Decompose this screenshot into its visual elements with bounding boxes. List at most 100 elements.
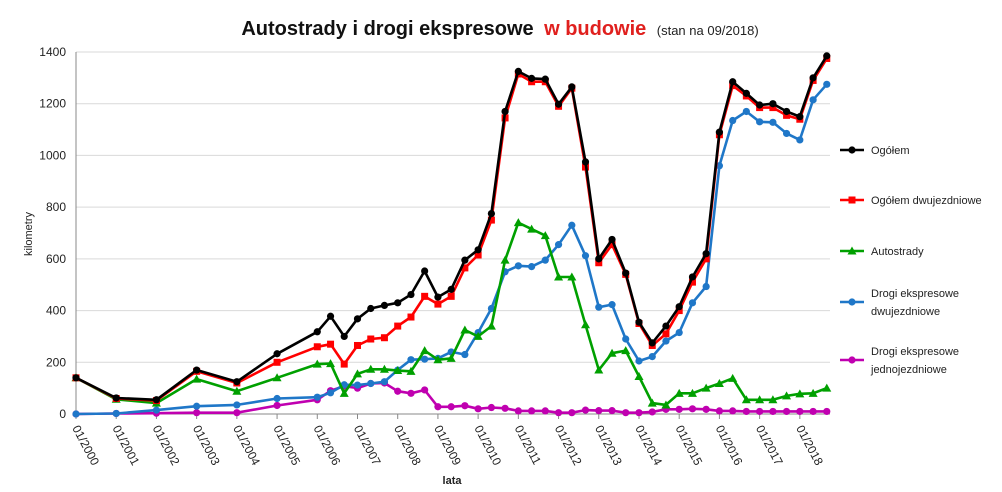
data-point (528, 407, 536, 415)
data-point (313, 393, 321, 401)
data-point (152, 396, 161, 404)
data-point (823, 80, 831, 88)
data-point (742, 89, 750, 97)
data-point (635, 318, 643, 326)
data-point (421, 386, 429, 394)
data-point (675, 405, 683, 413)
data-point (541, 75, 549, 83)
data-point (313, 328, 321, 336)
x-tick-label: 01/2015 (673, 423, 706, 468)
data-point (273, 358, 281, 366)
data-point (567, 272, 577, 281)
data-point (595, 255, 603, 263)
series-line (75, 55, 828, 402)
data-point (809, 407, 817, 416)
legend-item: Drogi ekspresowe jednojezdniowe (840, 346, 959, 376)
y-tick-label: 1400 (39, 45, 66, 59)
data-point (487, 210, 496, 218)
x-tick-label: 01/2002 (150, 423, 183, 468)
legend-swatch-marker (848, 298, 856, 306)
data-point (421, 292, 429, 300)
x-tick-label: 01/2000 (69, 423, 102, 468)
data-point (688, 299, 697, 307)
x-tick-label: 01/2017 (753, 423, 786, 468)
data-point (568, 409, 576, 417)
data-point (568, 83, 576, 91)
data-point (728, 373, 738, 382)
y-tick-label: 1000 (39, 148, 66, 162)
data-point (367, 379, 375, 388)
data-point (394, 387, 402, 395)
data-point (272, 373, 282, 382)
data-point (635, 357, 643, 365)
legend-item: Autostrady (840, 246, 924, 258)
data-point (554, 241, 563, 249)
data-point (608, 235, 616, 244)
chart-title-accent: w budowie (543, 18, 646, 40)
data-point (447, 292, 455, 300)
x-tick-label: 01/2013 (592, 423, 625, 468)
data-point (421, 355, 429, 363)
data-point (501, 404, 509, 412)
data-point (461, 264, 469, 272)
data-point (662, 330, 670, 338)
data-point (233, 378, 241, 386)
data-point (72, 410, 80, 418)
data-point (340, 332, 348, 341)
data-point (353, 315, 362, 323)
data-point (608, 407, 616, 415)
data-point (327, 340, 335, 348)
data-point (487, 304, 496, 313)
data-point (461, 350, 469, 359)
data-point (312, 359, 322, 368)
data-point (380, 334, 388, 342)
legend-item: Drogi ekspresowe dwujezdniowe (840, 288, 959, 318)
data-point (192, 374, 202, 383)
data-point (675, 303, 683, 311)
data-point (273, 350, 281, 358)
data-point (326, 312, 335, 320)
data-point (474, 405, 482, 413)
data-point (340, 360, 348, 368)
data-point (112, 409, 120, 418)
y-tick-label: 1200 (39, 97, 66, 111)
data-point (688, 278, 696, 286)
x-axis-title: lata (443, 475, 463, 487)
data-point (688, 273, 697, 281)
data-point (595, 303, 603, 311)
chart-title: Autostrady i drogi ekspresowe w budowie … (241, 18, 758, 40)
data-point (742, 107, 750, 116)
data-point (662, 337, 670, 345)
data-point (595, 407, 603, 415)
data-point (701, 383, 711, 392)
data-point (769, 407, 777, 416)
data-point (675, 307, 683, 315)
legend-label: Ogółem dwujezdniowe (871, 195, 982, 207)
data-point (514, 67, 522, 75)
data-point (487, 216, 495, 224)
data-point (367, 304, 375, 313)
data-point (353, 341, 361, 349)
legend-swatch-marker (847, 246, 857, 255)
data-point (528, 263, 536, 271)
data-point (501, 107, 509, 116)
legend-swatch-marker (848, 196, 856, 204)
data-point (756, 101, 764, 109)
legend-item: Ogółem dwujezdniowe (840, 195, 982, 207)
data-point (434, 403, 442, 411)
data-point (622, 409, 630, 417)
legend-label: Drogi ekspresowe (871, 346, 959, 358)
legend-swatch-marker (848, 146, 856, 154)
x-tick-label: 01/2016 (713, 423, 746, 468)
legend: Ogółem Ogółem dwujezdniowe Autostrady Drogi… (840, 145, 982, 376)
data-point (461, 402, 469, 410)
x-tick-label: 01/2008 (391, 423, 424, 468)
data-point (420, 346, 430, 355)
data-point (514, 262, 522, 270)
data-point (407, 389, 415, 397)
data-point (809, 96, 817, 104)
x-tick-label: 01/2009 (431, 423, 464, 468)
data-point (715, 128, 724, 136)
data-point (742, 407, 750, 416)
